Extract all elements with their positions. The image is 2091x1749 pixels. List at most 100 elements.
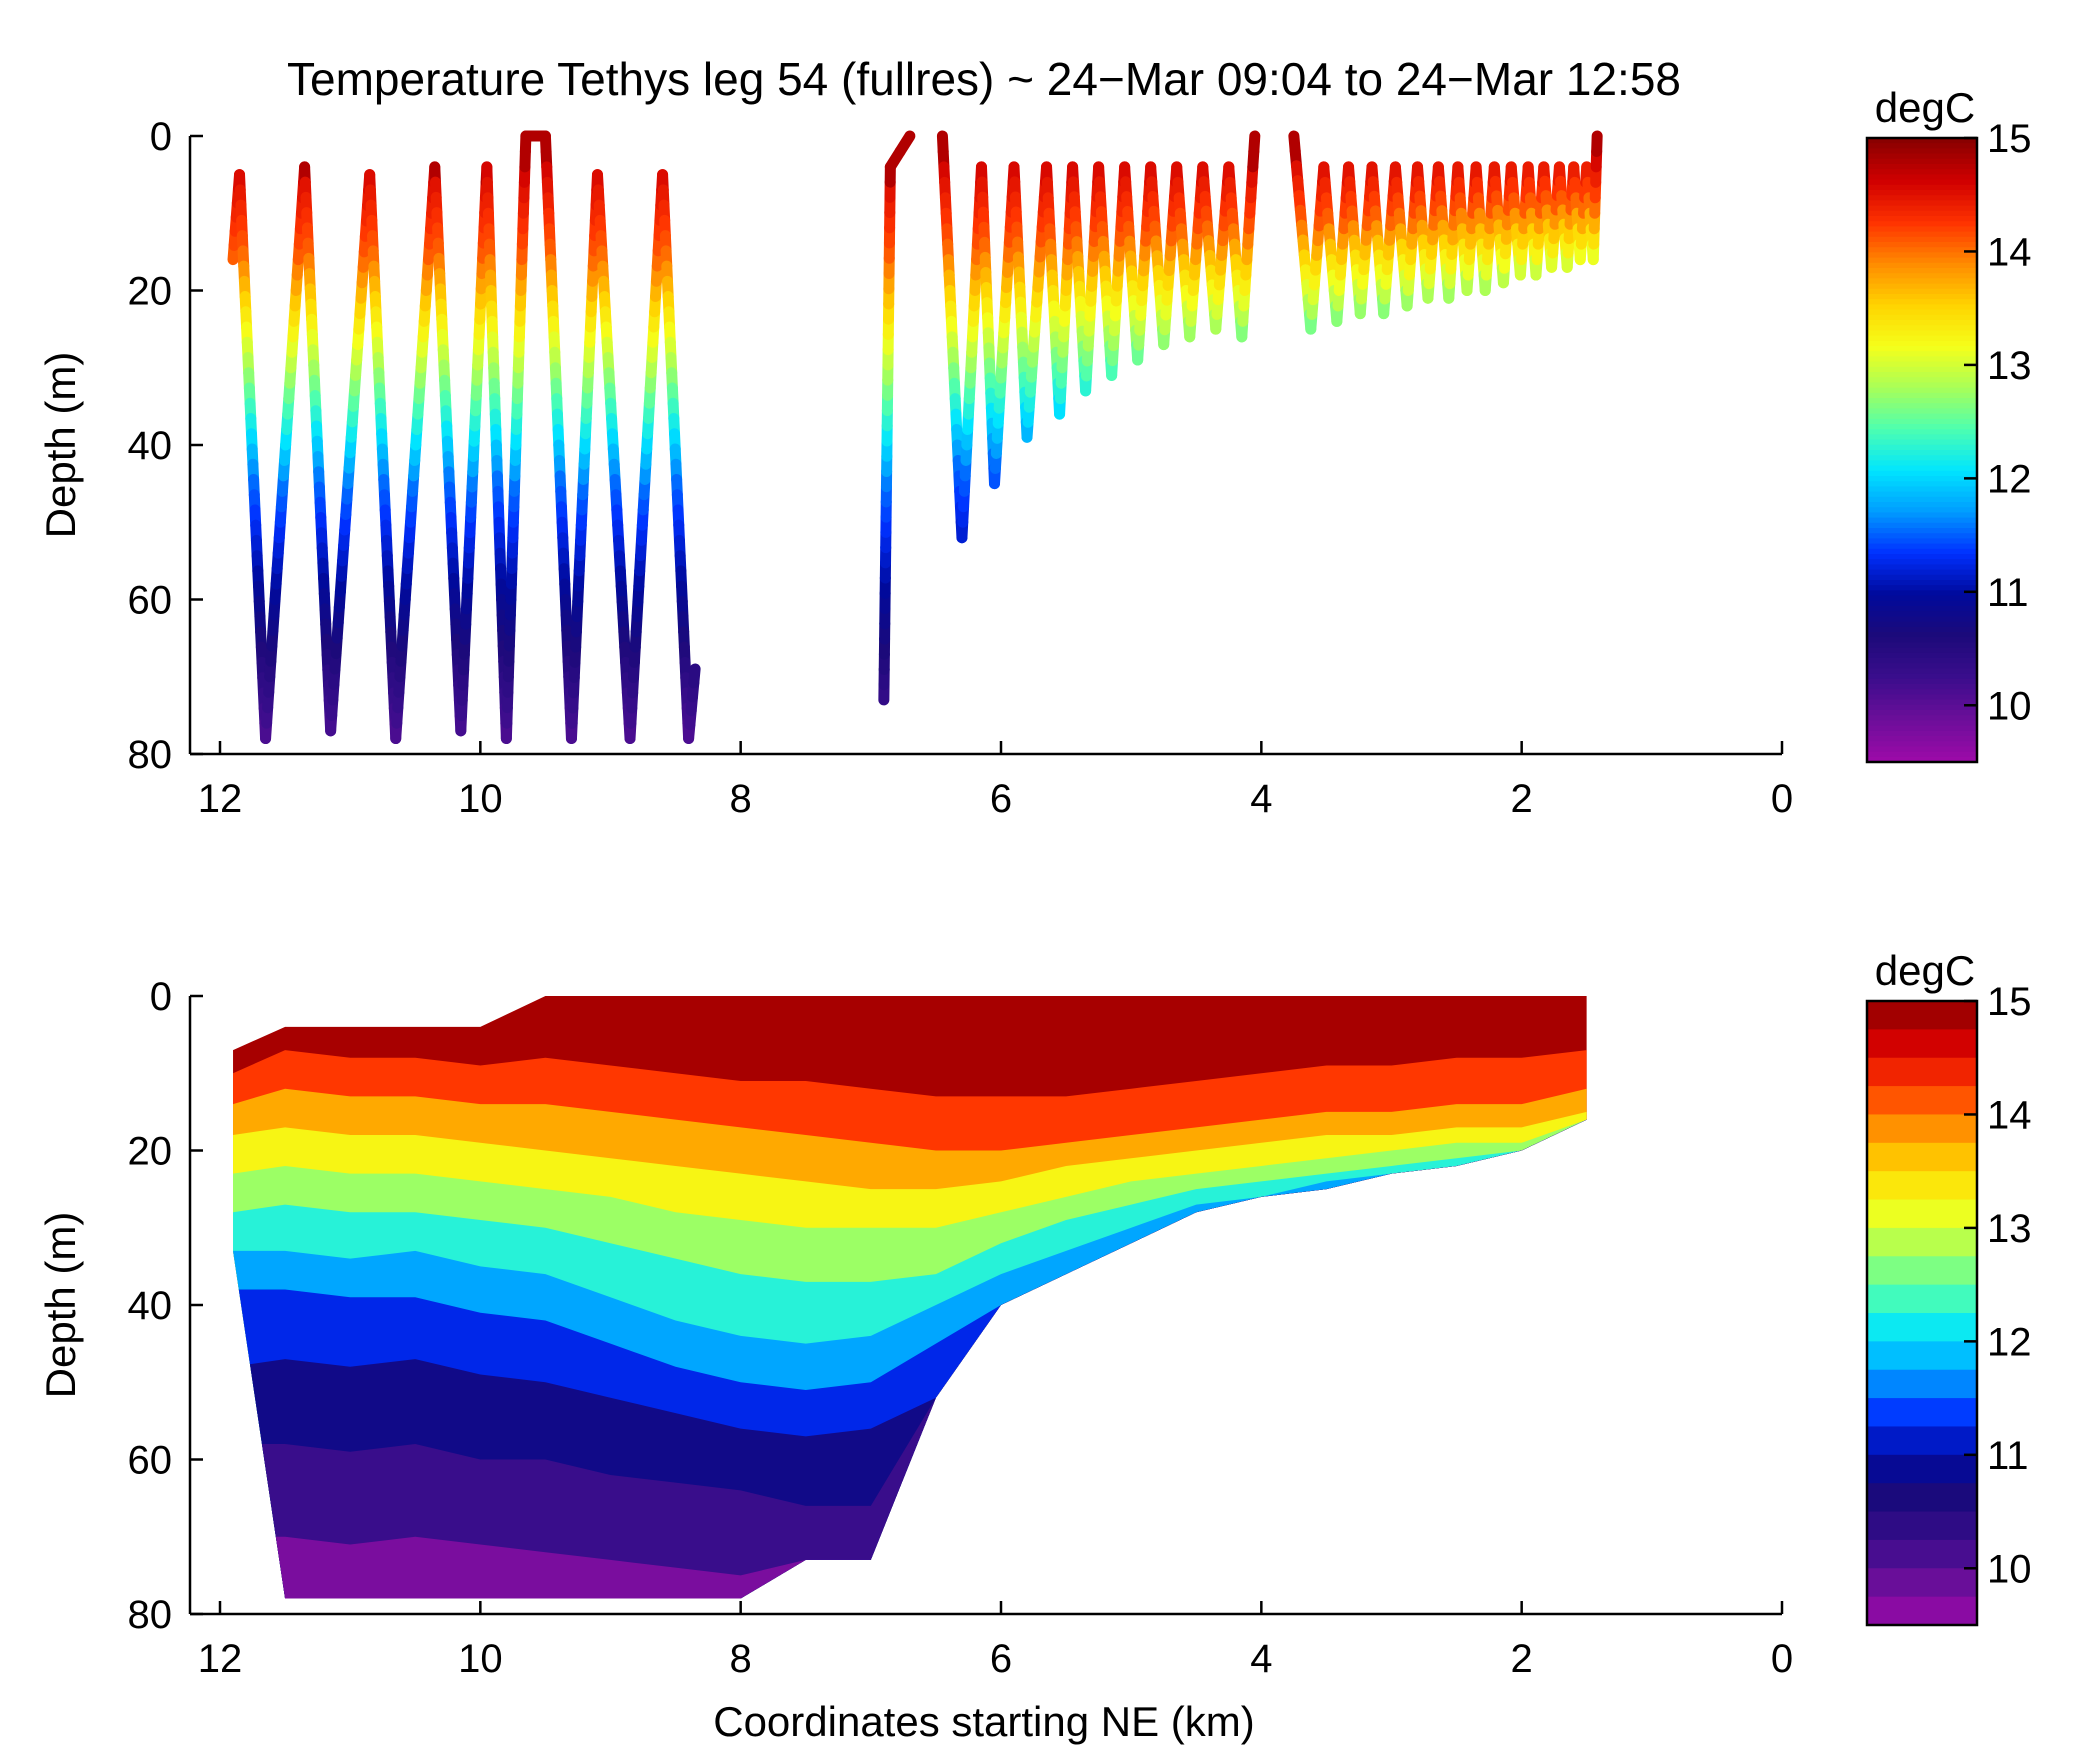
colorbar-step [1867, 372, 1977, 379]
colorbar-step [1867, 606, 1977, 613]
colorbar-step [1867, 678, 1977, 685]
colorbar-step [1867, 429, 1977, 436]
colorbar-band [1867, 1284, 1977, 1314]
colorbar-tick-label: 10 [1987, 1547, 2032, 1591]
colorbar-step [1867, 325, 1977, 332]
colorbar-step [1867, 278, 1977, 285]
colorbar-tick-label: 15 [1987, 980, 2032, 1024]
colorbar-step [1867, 444, 1977, 451]
colorbar-step [1867, 143, 1977, 150]
colorbar-step [1867, 533, 1977, 540]
x-ticks: 12 10 8 6 4 2 0 [198, 1601, 1793, 1681]
colorbar-step [1867, 632, 1977, 639]
colorbar-step [1867, 715, 1977, 722]
colorbar-step [1867, 491, 1977, 498]
colorbar-tick-label: 13 [1987, 344, 2032, 388]
colorbar-step [1867, 236, 1977, 243]
colorbar-step [1867, 611, 1977, 618]
colorbar-step [1867, 710, 1977, 717]
colorbar-step [1867, 455, 1977, 462]
colorbar-bands [1867, 1001, 1977, 1626]
colorbar-step [1867, 148, 1977, 155]
colorbar-step [1867, 408, 1977, 415]
y-tick-label: 20 [128, 270, 173, 314]
colorbar-band [1867, 1114, 1977, 1144]
colorbar-step [1867, 481, 1977, 488]
colorbar-step [1867, 174, 1977, 181]
colorbar-step [1867, 403, 1977, 410]
x-tick-label: 12 [198, 777, 243, 821]
colorbar-band [1867, 1511, 1977, 1541]
colorbar-tick-label: 10 [1987, 684, 2032, 728]
colorbar-step [1867, 351, 1977, 358]
colorbar-ticks: 15 14 13 12 11 10 [1964, 117, 2032, 728]
colorbar-band [1867, 1171, 1977, 1201]
x-tick-label: 6 [990, 1637, 1012, 1681]
colorbar-step [1867, 314, 1977, 321]
colorbar-ticks: 15 14 13 12 11 10 [1964, 980, 2032, 1591]
y-tick-label: 60 [128, 1439, 173, 1483]
colorbar-tick-label: 12 [1987, 1320, 2032, 1364]
colorbar-step [1867, 554, 1977, 561]
colorbar-step [1867, 699, 1977, 706]
colorbar-step [1867, 340, 1977, 347]
colorbar-band [1867, 1057, 1977, 1087]
colorbar-step [1867, 476, 1977, 483]
track-segment [1248, 130, 1261, 157]
colorbar-step [1867, 652, 1977, 659]
y-tick-label: 80 [128, 733, 173, 777]
colorbar-step [1867, 470, 1977, 477]
colorbar-step [1867, 574, 1977, 581]
figure-title: Temperature Tethys leg 54 (fullres) ~ 24… [287, 53, 1681, 105]
colorbar-band [1867, 1568, 1977, 1598]
colorbar-band [1867, 1001, 1977, 1030]
colorbar-gradient [1867, 138, 1977, 763]
colorbar-step [1867, 486, 1977, 493]
colorbar-step [1867, 694, 1977, 701]
colorbar-step [1867, 158, 1977, 165]
y-tick-label: 80 [128, 1593, 173, 1637]
colorbar-step [1867, 684, 1977, 691]
colorbar-step [1867, 346, 1977, 353]
colorbar-step [1867, 522, 1977, 529]
colorbar-step [1867, 309, 1977, 316]
colorbar-step [1867, 543, 1977, 550]
x-tick-label: 0 [1771, 777, 1793, 821]
colorbar-tick-label: 15 [1987, 117, 2032, 161]
colorbar-step [1867, 465, 1977, 472]
colorbar-step [1867, 283, 1977, 290]
colorbar: degC 15 14 13 12 11 10 [1865, 947, 2032, 1627]
colorbar-step [1867, 746, 1977, 753]
contour-fill [233, 996, 1587, 1599]
colorbar-step [1867, 398, 1977, 405]
colorbar-step [1867, 621, 1977, 628]
colorbar-step [1867, 637, 1977, 644]
colorbar-step [1867, 450, 1977, 457]
colorbar-step [1867, 320, 1977, 327]
colorbar-step [1867, 262, 1977, 269]
y-axis-title: Depth (m) [37, 1212, 84, 1399]
colorbar-step [1867, 600, 1977, 607]
colorbar-band [1867, 1483, 1977, 1513]
colorbar-step [1867, 413, 1977, 420]
colorbar-step [1867, 366, 1977, 373]
y-tick-label: 20 [128, 1130, 173, 1174]
colorbar-step [1867, 304, 1977, 311]
y-ticks: 0 20 40 60 80 [128, 115, 203, 777]
colorbar-step [1867, 242, 1977, 249]
colorbar-step [1867, 226, 1977, 233]
colorbar-step [1867, 590, 1977, 597]
colorbar-frame [1865, 136, 1979, 764]
x-ticks: 12 10 8 6 4 2 0 [198, 741, 1793, 821]
colorbar-step [1867, 517, 1977, 524]
colorbar-step [1867, 720, 1977, 727]
colorbar-step [1867, 616, 1977, 623]
colorbar-step [1867, 205, 1977, 212]
colorbar-step [1867, 668, 1977, 675]
colorbar-step [1867, 247, 1977, 254]
colorbar-step [1867, 460, 1977, 467]
colorbar-step [1867, 138, 1977, 145]
colorbar-step [1867, 216, 1977, 223]
